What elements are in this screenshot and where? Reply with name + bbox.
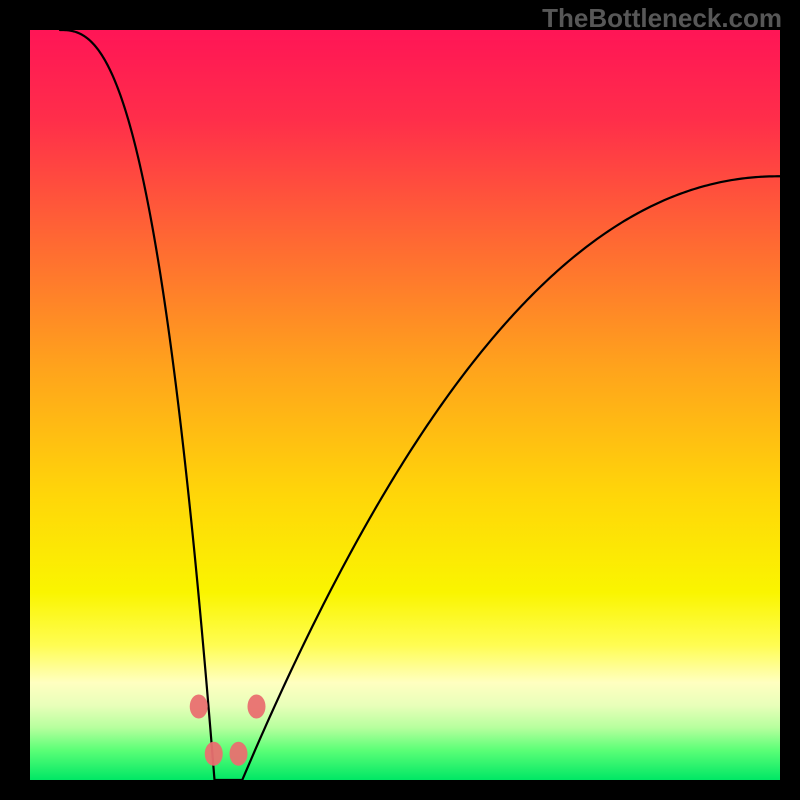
curve-layer	[30, 30, 780, 780]
curve-marker	[248, 695, 266, 719]
curve-marker	[205, 742, 223, 766]
plot-area	[30, 30, 780, 780]
curve-marker	[190, 695, 208, 719]
curve-marker	[230, 742, 248, 766]
canvas: TheBottleneck.com	[0, 0, 800, 800]
bottleneck-curve	[60, 30, 780, 780]
watermark-text: TheBottleneck.com	[542, 3, 782, 34]
